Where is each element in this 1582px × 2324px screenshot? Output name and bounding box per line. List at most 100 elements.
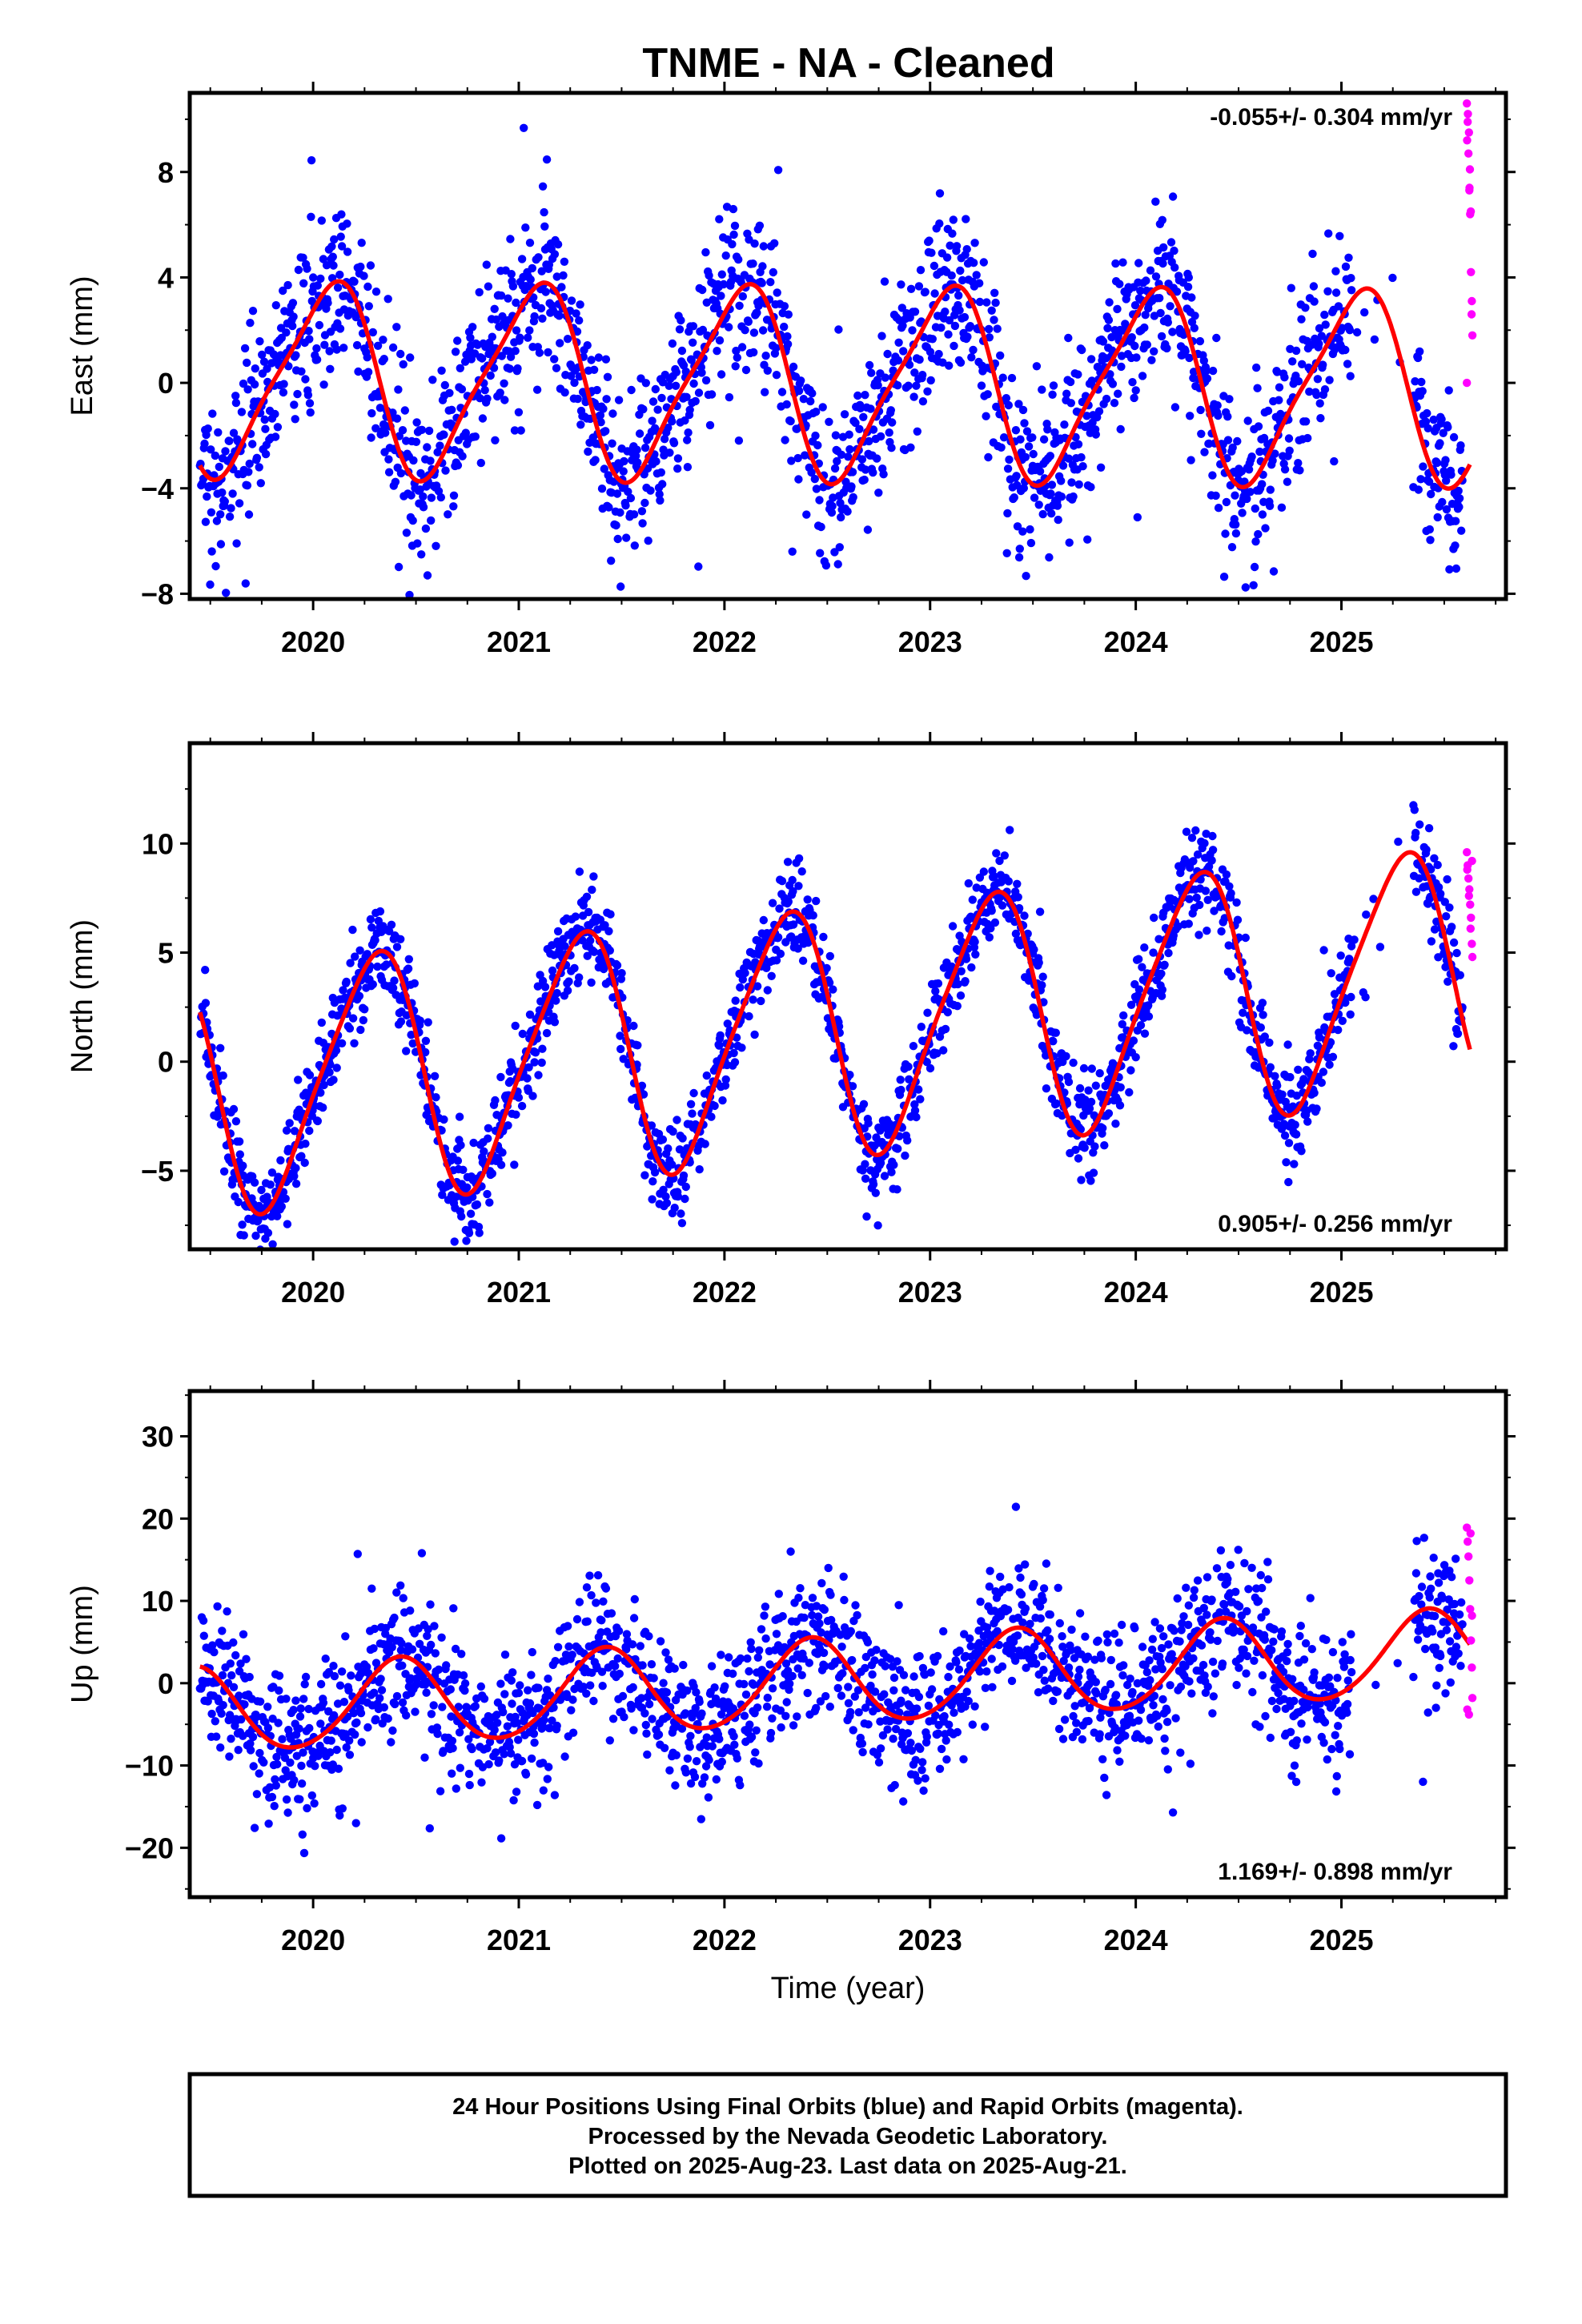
final-point: [243, 358, 251, 368]
final-point: [1048, 390, 1057, 399]
final-point: [624, 487, 632, 497]
final-point: [768, 1714, 777, 1723]
final-point: [1184, 919, 1194, 928]
final-point: [803, 1688, 812, 1698]
final-point: [1456, 971, 1465, 979]
final-point: [941, 1024, 950, 1034]
final-point: [866, 404, 875, 413]
final-point: [528, 1092, 537, 1100]
final-point: [271, 1775, 279, 1784]
final-point: [1022, 427, 1032, 436]
final-point: [563, 1622, 572, 1630]
final-point: [1443, 875, 1452, 884]
final-point: [874, 489, 883, 497]
final-point: [552, 1721, 561, 1731]
final-point: [352, 340, 362, 350]
final-point: [1144, 1001, 1153, 1010]
final-point: [753, 1653, 762, 1662]
final-point: [552, 364, 561, 372]
final-point: [1284, 1177, 1293, 1187]
final-point: [344, 1686, 353, 1695]
final-point: [601, 355, 611, 364]
final-point: [1117, 352, 1126, 360]
final-point: [765, 1660, 774, 1669]
final-point: [439, 1747, 448, 1755]
final-point: [1134, 259, 1143, 267]
final-point: [1196, 405, 1205, 415]
final-point: [672, 1751, 681, 1759]
final-point: [248, 440, 257, 448]
final-point: [921, 287, 930, 296]
final-point: [675, 325, 685, 334]
final-point: [766, 278, 775, 287]
final-point: [252, 1790, 262, 1799]
rapid-point: [1464, 128, 1474, 137]
final-point: [500, 1690, 509, 1699]
final-point: [763, 1693, 772, 1703]
final-point: [482, 260, 491, 269]
east-plot-frame: [187, 90, 1508, 601]
final-point: [1247, 452, 1256, 461]
final-point: [1452, 948, 1461, 958]
final-point: [1038, 385, 1046, 394]
final-point: [321, 1655, 330, 1663]
final-point: [799, 395, 808, 404]
final-point: [1086, 483, 1095, 492]
final-point: [998, 901, 1007, 910]
final-point: [668, 417, 677, 426]
final-point: [462, 1236, 471, 1245]
final-point: [1315, 340, 1323, 348]
final-point: [316, 1088, 325, 1097]
final-point: [614, 1626, 624, 1635]
final-point: [970, 259, 978, 267]
final-point: [291, 415, 299, 424]
final-point: [242, 1655, 251, 1663]
x-tick-label: 2022: [693, 1276, 757, 1309]
final-point: [707, 390, 717, 399]
final-point: [781, 1659, 791, 1668]
final-point: [1014, 893, 1022, 902]
final-point: [1069, 1058, 1078, 1068]
final-point: [812, 896, 821, 906]
x-tick-label: 2023: [898, 1276, 962, 1309]
final-point: [457, 384, 467, 394]
final-point: [721, 1081, 730, 1090]
final-point: [371, 1715, 380, 1723]
final-point: [528, 263, 536, 273]
final-point: [286, 1758, 295, 1767]
final-point: [1394, 837, 1403, 846]
final-point: [741, 326, 749, 335]
final-point: [1003, 509, 1012, 518]
final-point: [282, 1695, 291, 1703]
final-point: [813, 1612, 823, 1621]
final-point: [1414, 485, 1423, 494]
final-point: [1201, 887, 1211, 895]
final-point: [633, 458, 642, 467]
final-point: [869, 1180, 878, 1189]
final-point: [227, 504, 235, 513]
final-point: [234, 1197, 243, 1207]
final-point: [904, 381, 913, 390]
final-point: [1045, 553, 1054, 562]
final-point: [1362, 910, 1371, 919]
final-point: [366, 915, 375, 924]
final-point: [646, 486, 655, 495]
final-point: [593, 1570, 603, 1580]
final-point: [387, 920, 396, 930]
final-point: [810, 474, 819, 484]
final-point: [228, 489, 237, 498]
final-point: [970, 239, 979, 247]
final-point: [319, 1699, 328, 1707]
final-point: [681, 1768, 690, 1777]
final-point: [616, 582, 625, 591]
final-point: [304, 1704, 313, 1714]
final-point: [330, 235, 339, 244]
final-point: [530, 312, 539, 321]
final-point: [812, 1703, 821, 1713]
up-final-points: [195, 1502, 1467, 1858]
final-point: [525, 326, 534, 335]
final-point: [484, 1759, 493, 1769]
final-point: [537, 267, 546, 275]
final-point: [326, 1060, 335, 1069]
final-point: [416, 485, 424, 494]
